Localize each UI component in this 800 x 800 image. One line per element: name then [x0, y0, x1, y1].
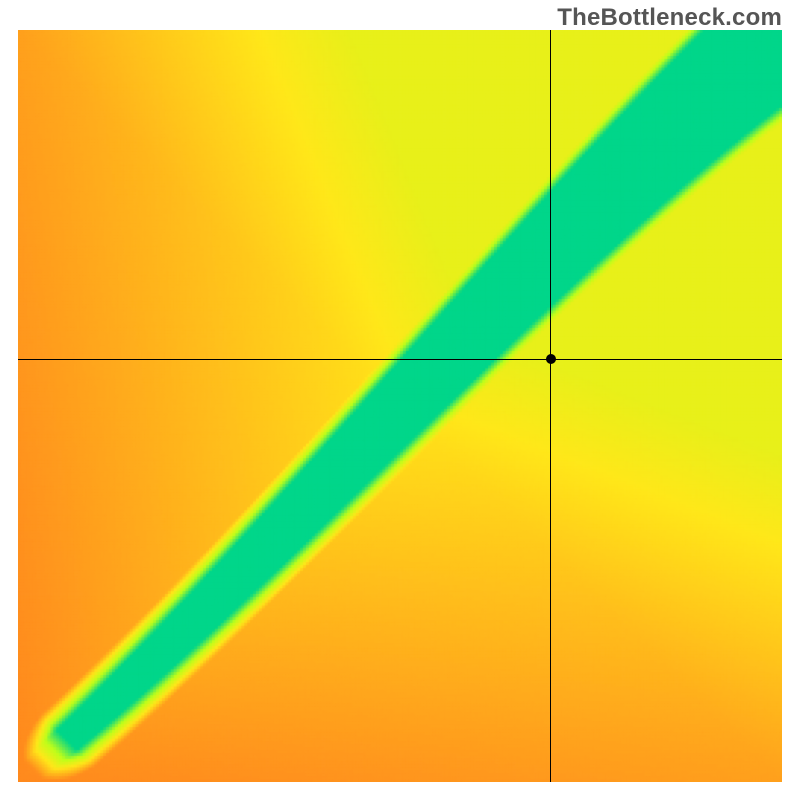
crosshair-horizontal [18, 359, 782, 360]
watermark-text: TheBottleneck.com [557, 4, 782, 32]
marker-point [546, 354, 556, 364]
bottleneck-heatmap [18, 30, 782, 782]
crosshair-vertical [550, 30, 551, 782]
heatmap-canvas [18, 30, 782, 782]
